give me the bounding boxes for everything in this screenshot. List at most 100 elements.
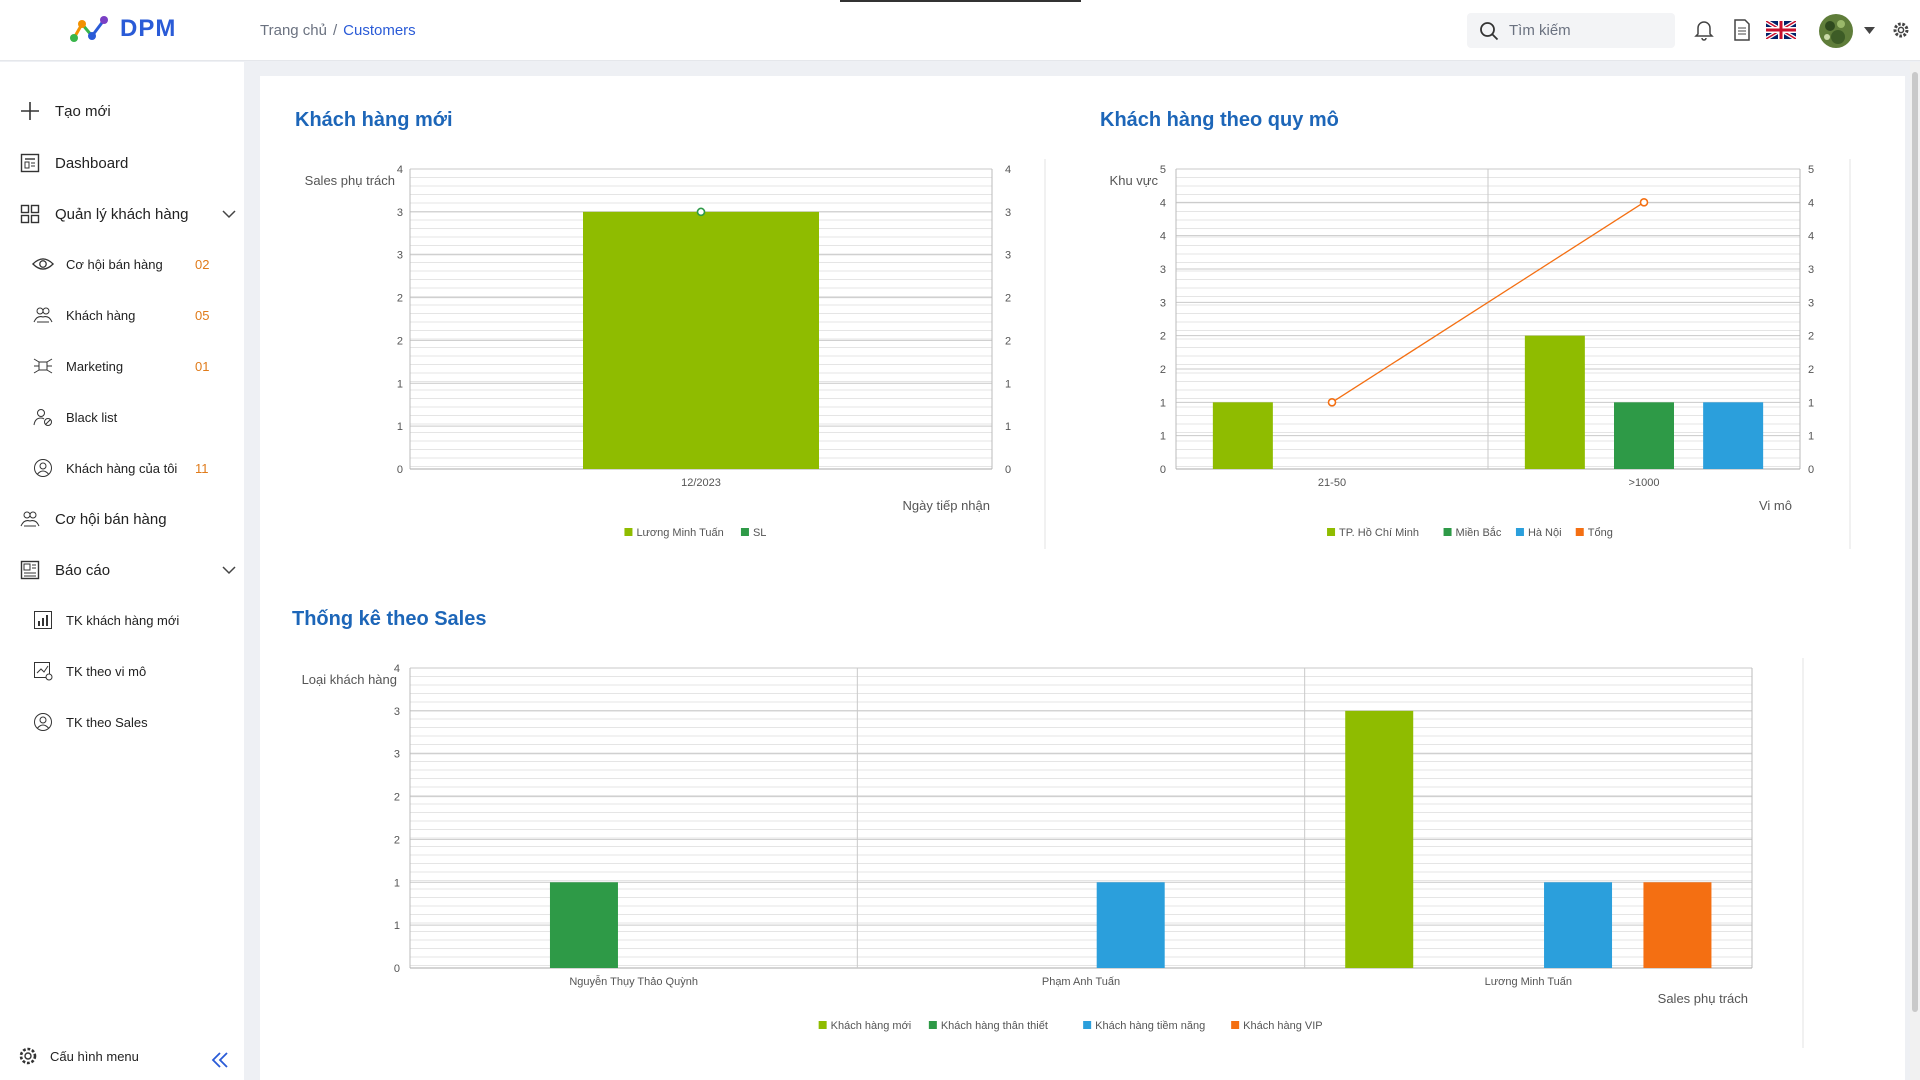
legend-label: Khách hàng thân thiết [941, 1020, 1048, 1032]
menu-settings[interactable]: Cấu hình menu [18, 1046, 139, 1066]
report-icon [18, 558, 42, 582]
bar [1345, 710, 1414, 968]
document-icon[interactable] [1733, 19, 1751, 41]
y-tick-label: 1 [394, 920, 400, 932]
y-tick-label: 3 [397, 250, 403, 262]
sidebar-item-dashboard[interactable]: Dashboard [0, 143, 244, 183]
chevron-down-icon[interactable] [222, 565, 236, 575]
top-bar: DPM Trang chủ / Customers [0, 0, 1920, 61]
legend-swatch [1515, 528, 1524, 536]
y2-tick-label: 2 [1808, 364, 1814, 376]
sidebar-item-label: TK theo vi mô [66, 663, 147, 679]
chart-icon [32, 609, 54, 631]
sidebar-item-label: Báo cáo [55, 561, 111, 579]
count-badge: 01 [195, 358, 210, 374]
y2-tick-label: 3 [1005, 207, 1011, 219]
sidebar-item-my-customers[interactable]: Khách hàng của tôi 11 [0, 448, 244, 488]
legend-swatch [740, 528, 749, 536]
legend-label: SL [753, 527, 766, 539]
sidebar-item-label: TK theo Sales [66, 714, 148, 730]
legend-label: Lương Minh Tuấn [636, 527, 723, 539]
sidebar-item-customer-management[interactable]: Quản lý khách hàng [0, 194, 244, 234]
breadcrumb-home[interactable]: Trang chủ [260, 22, 327, 39]
y-tick-label: 0 [397, 464, 403, 476]
sidebar-item-report-by-scale[interactable]: TK theo vi mô [0, 651, 244, 691]
grid-icon [18, 202, 42, 226]
x-axis-title: Ngày tiếp nhận [903, 498, 990, 513]
breadcrumb-separator: / [332, 22, 338, 39]
sidebar-item-label: Khách hàng [66, 307, 136, 323]
uk-flag-icon[interactable] [1766, 21, 1796, 39]
y-tick-label: 2 [394, 792, 400, 804]
sidebar-item-label: Dashboard [55, 154, 129, 172]
y-tick-label: 2 [394, 834, 400, 846]
y2-tick-label: 5 [1808, 164, 1814, 176]
y-tick-label: 1 [394, 877, 400, 889]
x-tick-label: 12/2023 [681, 477, 721, 489]
y2-tick-label: 1 [1808, 431, 1814, 443]
legend-swatch [1083, 1021, 1092, 1029]
y2-tick-label: 3 [1808, 297, 1814, 309]
y-tick-label: 0 [394, 963, 400, 975]
sidebar-item-report-by-sales[interactable]: TK theo Sales [0, 702, 244, 742]
caret-down-icon[interactable] [1864, 27, 1875, 34]
y-tick-label: 4 [1160, 231, 1166, 243]
bar [1544, 882, 1613, 968]
app-logo[interactable]: DPM [68, 14, 176, 44]
y2-tick-label: 2 [1005, 335, 1011, 347]
sidebar: Tạo mới Dashboard Quản lý khách hàng Cơ … [0, 62, 244, 1080]
y2-tick-label: 3 [1005, 250, 1011, 262]
search-icon [1480, 21, 1499, 40]
bar [1524, 335, 1585, 469]
sidebar-item-sales-opportunities-main[interactable]: Cơ hội bán hàng [0, 499, 244, 539]
y-tick-label: 3 [397, 207, 403, 219]
sidebar-item-black-list[interactable]: Black list [0, 397, 244, 437]
marketing-icon [32, 355, 54, 377]
y-axis-title: Khu vực [1110, 173, 1159, 188]
bar [1096, 882, 1165, 968]
legend-swatch [1327, 528, 1336, 536]
scrollbar[interactable] [1910, 62, 1920, 1080]
y-tick-label: 1 [1160, 397, 1166, 409]
eye-icon [32, 253, 54, 275]
sidebar-item-label: Cơ hội bán hàng [66, 256, 163, 272]
collapse-sidebar-icon[interactable] [210, 1050, 230, 1070]
sidebar-item-reports[interactable]: Báo cáo [0, 550, 244, 590]
scrollbar-thumb[interactable] [1912, 72, 1918, 1012]
y-tick-label: 0 [1160, 464, 1166, 476]
x-tick-label: >1000 [1629, 477, 1660, 489]
y2-tick-label: 4 [1808, 231, 1814, 243]
sidebar-item-customers[interactable]: Khách hàng 05 [0, 295, 244, 335]
user-circle-icon [32, 457, 54, 479]
gear-icon[interactable] [1892, 21, 1910, 39]
bell-icon[interactable] [1694, 19, 1714, 41]
sidebar-item-label: Black list [66, 409, 118, 425]
y2-tick-label: 0 [1808, 464, 1814, 476]
legend-label: Khách hàng mới [831, 1020, 912, 1032]
legend-label: TP. Hồ Chí Minh [1339, 527, 1419, 539]
chevron-down-icon[interactable] [222, 209, 236, 219]
users-icon [18, 507, 42, 531]
bar [1212, 402, 1273, 469]
avatar[interactable] [1818, 13, 1854, 49]
bar [1703, 402, 1764, 469]
search-input[interactable] [1509, 22, 1659, 39]
breadcrumb: Trang chủ / Customers [260, 22, 416, 39]
main-content: Khách hàng mới 0 0 1 1 1 1 2 2 2 2 3 3 3 3 4 4 Sales phụ … [260, 76, 1905, 1080]
sidebar-item-sales-opportunities[interactable]: Cơ hội bán hàng 02 [0, 244, 244, 284]
y2-tick-label: 4 [1005, 164, 1011, 176]
legend-label: Khách hàng VIP [1243, 1020, 1323, 1032]
y2-tick-label: 1 [1005, 378, 1011, 390]
sidebar-item-create[interactable]: Tạo mới [0, 91, 244, 131]
bar [549, 882, 618, 968]
sidebar-item-marketing[interactable]: Marketing 01 [0, 346, 244, 386]
sidebar-item-label: Cơ hội bán hàng [55, 510, 167, 528]
breadcrumb-current[interactable]: Customers [343, 22, 416, 39]
search-box[interactable] [1467, 13, 1675, 48]
chart-check-icon [32, 660, 54, 682]
legend-swatch [1575, 528, 1584, 536]
line-point [1327, 398, 1337, 407]
sidebar-item-report-new-customers[interactable]: TK khách hàng mới [0, 600, 244, 640]
sidebar-item-label: Marketing [66, 358, 124, 374]
y-tick-label: 4 [397, 164, 403, 176]
